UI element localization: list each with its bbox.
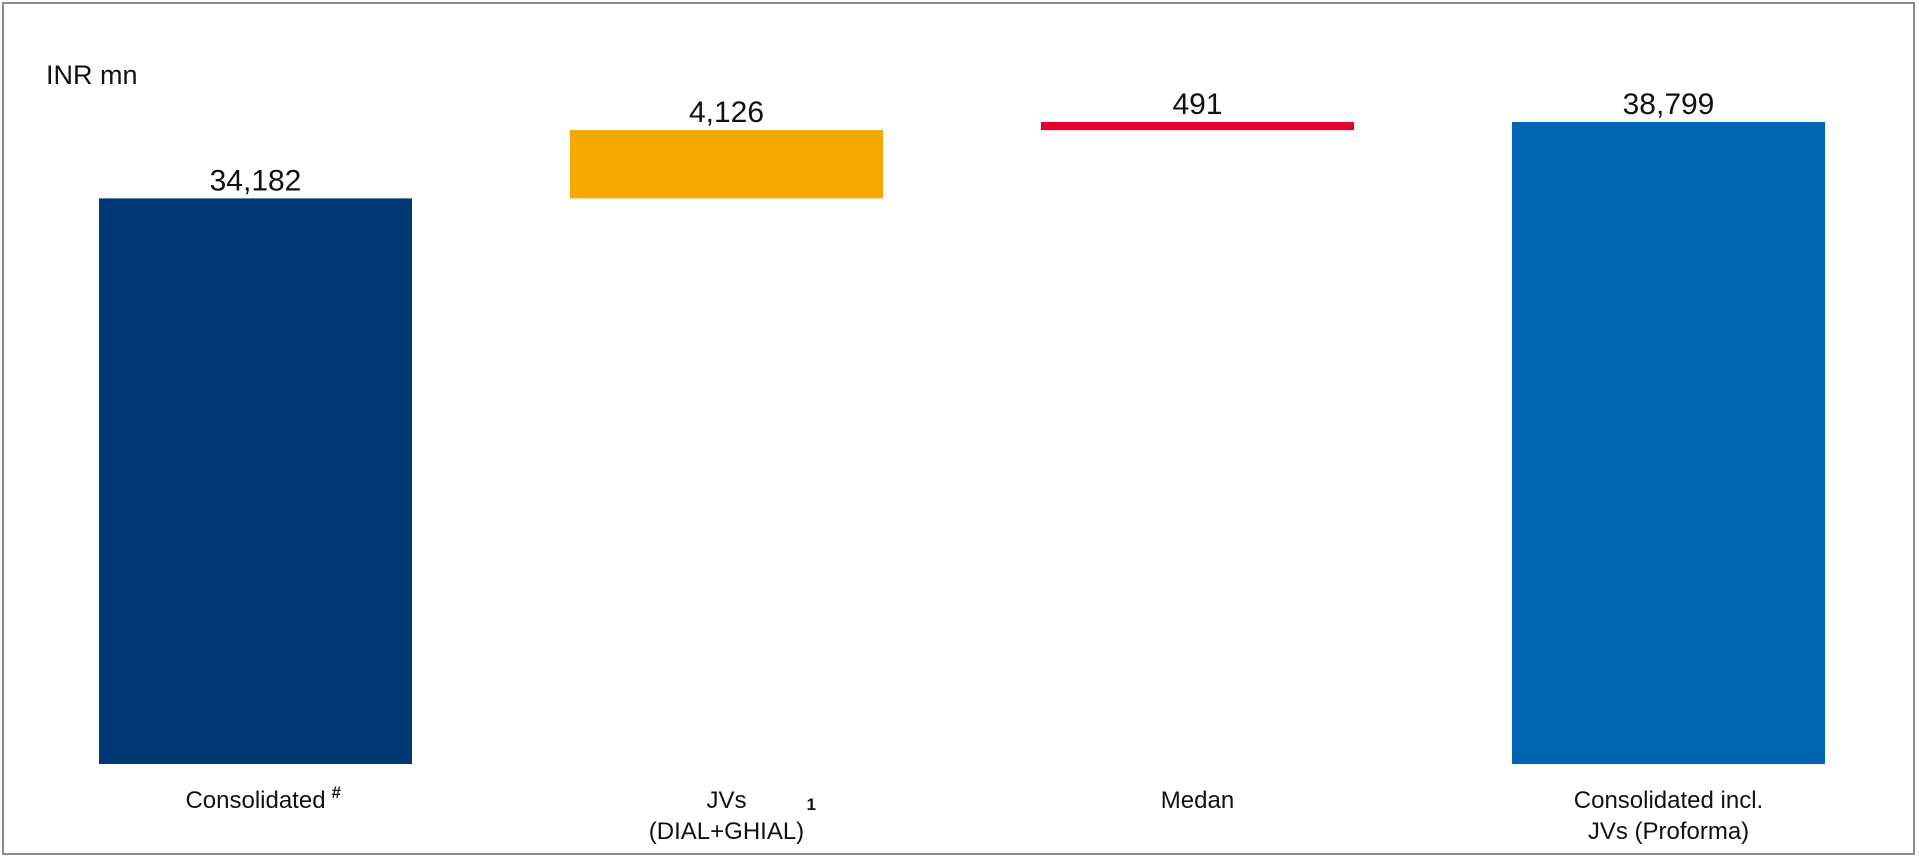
bar-4 [1512, 122, 1825, 764]
footnote-marker-1: # [332, 783, 342, 802]
bar-1 [99, 198, 412, 764]
category-labels-group: Consolidated # JVs (DIAL+GHIAL)1 Medan Consol… [185, 783, 1763, 845]
value-label-2: 4,126 [689, 96, 764, 129]
category-label-2-line-2: (DIAL+GHIAL) [649, 818, 804, 845]
category-label-4-line-1: Consolidated incl. [1574, 787, 1763, 814]
category-label-1-line-1: Consolidated [185, 787, 325, 814]
bars-group [99, 122, 1825, 764]
bar-2 [570, 130, 883, 199]
category-label-4-line-2: JVs (Proforma) [1588, 818, 1749, 845]
value-labels-group: 34,182 4,126 491 38,799 [210, 88, 1715, 197]
footnote-marker-2: 1 [807, 795, 816, 814]
bar-3 [1041, 122, 1354, 131]
value-label-1: 34,182 [210, 164, 302, 197]
category-label-3-line-1: Medan [1161, 787, 1234, 814]
value-label-3: 491 [1172, 88, 1222, 121]
unit-label: INR mn [46, 60, 138, 90]
category-label-2-line-1: JVs [706, 787, 746, 814]
value-label-4: 38,799 [1623, 88, 1715, 121]
